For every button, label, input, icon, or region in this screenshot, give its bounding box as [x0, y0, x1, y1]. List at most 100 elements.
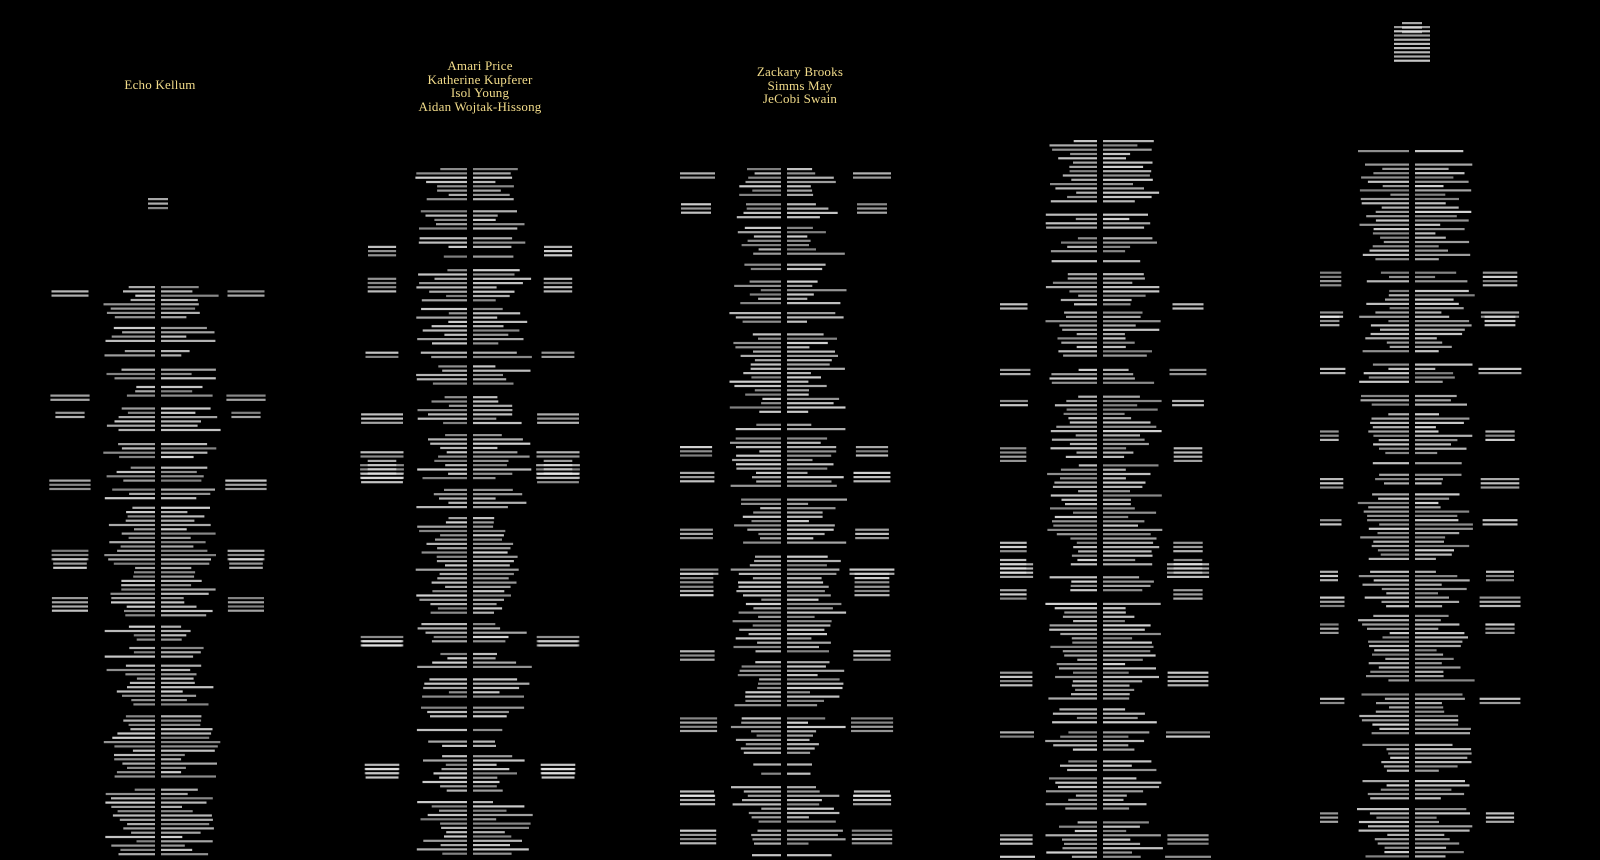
- credit-line: [161, 470, 197, 474]
- credit-line: [437, 185, 467, 188]
- credit-line: [121, 368, 155, 371]
- credit-line: [1052, 520, 1097, 523]
- credit-line: [1360, 536, 1409, 539]
- credit-line: [787, 555, 828, 558]
- credit-line: [1320, 570, 1338, 573]
- credit-line: [1415, 320, 1470, 323]
- credit-line: [121, 407, 155, 410]
- credit-line: [1103, 368, 1129, 371]
- credit-line: [1103, 654, 1156, 657]
- credit-line: [473, 193, 510, 196]
- credit-line: [442, 369, 467, 372]
- credit-line: [1382, 167, 1409, 170]
- credit-line: [787, 168, 813, 171]
- credit-line: [445, 564, 467, 567]
- credit-line: [473, 682, 530, 685]
- credit-line: [1384, 482, 1409, 485]
- credit-line: [1167, 671, 1209, 674]
- credit-line: [787, 686, 843, 690]
- credit-line: [473, 538, 502, 541]
- credit-line: [161, 536, 191, 539]
- credit-line: [161, 558, 211, 561]
- credit-line: [1415, 206, 1459, 209]
- credit-line: [680, 589, 714, 593]
- credit-line: [443, 255, 467, 258]
- credit-lines-2: [360, 168, 580, 855]
- credit-line: [112, 814, 155, 817]
- credit-line: [787, 498, 847, 501]
- credit-line: [433, 772, 467, 775]
- credit-line: [1103, 825, 1140, 828]
- credit-line: [161, 719, 202, 722]
- credit-line: [787, 520, 809, 523]
- credit-line: [1067, 195, 1097, 199]
- credit-line: [50, 398, 90, 401]
- credit-line: [473, 176, 513, 179]
- credit-line: [680, 842, 717, 845]
- credit-line: [731, 786, 781, 789]
- credit-line: [1054, 607, 1097, 610]
- credit-line: [136, 638, 155, 641]
- credit-line: [136, 385, 155, 389]
- credit-line: [440, 534, 467, 537]
- credit-line: [1103, 324, 1136, 327]
- credit-line: [1415, 258, 1439, 261]
- credit-line: [757, 686, 781, 690]
- credit-line: [161, 758, 182, 761]
- credit-line: [1167, 680, 1209, 683]
- credit-line: [130, 728, 155, 731]
- credit-line: [473, 678, 518, 681]
- credit-line: [1415, 417, 1470, 420]
- credit-line: [1076, 191, 1097, 194]
- credit-line: [1415, 307, 1464, 310]
- credit-line: [51, 609, 88, 612]
- credit-line: [1415, 579, 1470, 582]
- credit-line: [1378, 439, 1409, 442]
- credit-line: [1320, 604, 1345, 608]
- credit-line: [1370, 670, 1409, 673]
- credit-line: [1103, 620, 1125, 623]
- credit-line: [1173, 541, 1203, 544]
- credit-line: [161, 840, 213, 843]
- credit-line: [161, 377, 216, 380]
- credit-line: [133, 651, 155, 654]
- credit-line: [759, 450, 781, 453]
- credit-line: [680, 471, 715, 474]
- credit-line: [161, 805, 182, 808]
- credit-line: [787, 454, 832, 457]
- credit-line: [161, 368, 216, 371]
- credit-line: [1173, 597, 1203, 600]
- credit-line: [161, 664, 202, 667]
- credit-line: [1000, 731, 1034, 734]
- credit-line: [1071, 554, 1097, 557]
- credit-line: [1066, 315, 1097, 318]
- credit-line: [1103, 477, 1126, 480]
- credit-line: [1103, 333, 1125, 336]
- credit-line: [680, 650, 715, 653]
- credit-line: [1415, 527, 1473, 530]
- credit-line: [787, 280, 818, 283]
- credit-line: [750, 367, 781, 370]
- credit-line: [787, 189, 813, 192]
- credit-line: [1415, 557, 1436, 560]
- credit-line: [1415, 514, 1458, 517]
- credit-line: [787, 185, 811, 188]
- credit-line: [787, 820, 836, 823]
- credit-line: [1050, 645, 1097, 648]
- credit-line: [1103, 217, 1130, 221]
- credit-line: [473, 396, 498, 399]
- credit-line: [1415, 332, 1463, 336]
- credit-line: [1320, 315, 1340, 318]
- credit-line: [1167, 842, 1209, 845]
- credit-line: [440, 446, 467, 450]
- credit-line: [1320, 486, 1344, 489]
- credit-line: [127, 823, 155, 826]
- credit-line: [131, 831, 155, 834]
- credit-line: [741, 717, 781, 720]
- credit-line: [439, 497, 467, 500]
- credit-line: [473, 607, 503, 610]
- headline-name: Amari Price: [447, 58, 513, 73]
- credit-line: [473, 316, 498, 319]
- credit-line: [473, 227, 518, 230]
- credit-line: [1415, 544, 1470, 548]
